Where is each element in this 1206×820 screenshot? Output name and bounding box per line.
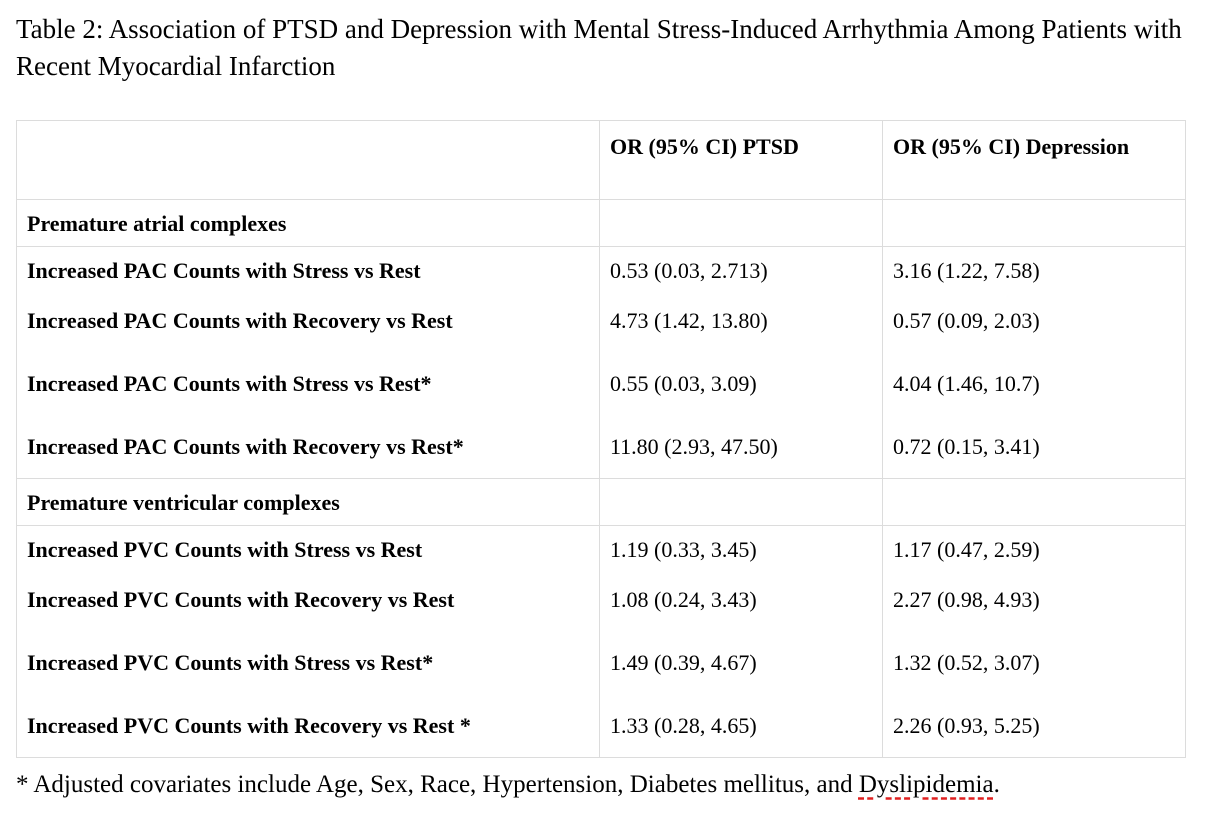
row-label: Increased PAC Counts with Recovery vs Re… [16,422,600,479]
table-row: Increased PAC Counts with Recovery vs Re… [16,296,1186,360]
section-empty-cell [599,478,883,526]
depression-value: 4.04 (1.46, 10.7) [882,359,1186,423]
ptsd-value: 4.73 (1.42, 13.80) [599,296,883,360]
table-header-row: OR (95% CI) PTSD OR (95% CI) Depression [16,120,1186,200]
table-row: Increased PAC Counts with Recovery vs Re… [16,422,1186,479]
row-label: Increased PVC Counts with Recovery vs Re… [16,701,600,758]
row-label: Increased PVC Counts with Recovery vs Re… [16,575,600,639]
depression-value: 0.57 (0.09, 2.03) [882,296,1186,360]
results-table: OR (95% CI) PTSD OR (95% CI) Depression … [16,120,1186,758]
table-footnote: * Adjusted covariates include Age, Sex, … [16,768,1000,802]
ptsd-value: 11.80 (2.93, 47.50) [599,422,883,479]
section-row: Premature ventricular complexes [16,478,1186,526]
section-title-pac: Premature atrial complexes [16,199,600,247]
spellcheck-flagged-word[interactable]: Dyslipidemia [858,771,994,798]
row-label: Increased PVC Counts with Stress vs Rest… [16,638,600,702]
table-caption: Table 2: Association of PTSD and Depress… [16,14,1182,81]
row-label: Increased PAC Counts with Recovery vs Re… [16,296,600,360]
header-cell-empty [16,120,600,200]
section-title-pvc: Premature ventricular complexes [16,478,600,526]
depression-value: 2.27 (0.98, 4.93) [882,575,1186,639]
section-empty-cell [882,478,1186,526]
footnote-end: . [993,771,1000,798]
table-row: Increased PAC Counts with Stress vs Rest… [16,246,1186,297]
ptsd-value: 0.55 (0.03, 3.09) [599,359,883,423]
table-row: Increased PAC Counts with Stress vs Rest… [16,359,1186,423]
ptsd-value: 1.33 (0.28, 4.65) [599,701,883,758]
depression-value: 3.16 (1.22, 7.58) [882,246,1186,297]
section-empty-cell [882,199,1186,247]
depression-value: 1.17 (0.47, 2.59) [882,525,1186,576]
section-empty-cell [599,199,883,247]
table-row: Increased PVC Counts with Recovery vs Re… [16,575,1186,639]
ptsd-value: 1.49 (0.39, 4.67) [599,638,883,702]
ptsd-value: 1.08 (0.24, 3.43) [599,575,883,639]
table-row: Increased PVC Counts with Recovery vs Re… [16,701,1186,758]
header-cell-ptsd: OR (95% CI) PTSD [599,120,883,200]
ptsd-value: 1.19 (0.33, 3.45) [599,525,883,576]
row-label: Increased PAC Counts with Stress vs Rest [16,246,600,297]
ptsd-value: 0.53 (0.03, 2.713) [599,246,883,297]
depression-value: 2.26 (0.93, 5.25) [882,701,1186,758]
section-row: Premature atrial complexes [16,199,1186,247]
header-cell-depression: OR (95% CI) Depression [882,120,1186,200]
table-row: Increased PVC Counts with Stress vs Rest… [16,638,1186,702]
row-label: Increased PVC Counts with Stress vs Rest [16,525,600,576]
footnote-text: * Adjusted covariates include Age, Sex, … [16,771,859,798]
depression-value: 0.72 (0.15, 3.41) [882,422,1186,479]
row-label: Increased PAC Counts with Stress vs Rest… [16,359,600,423]
depression-value: 1.32 (0.52, 3.07) [882,638,1186,702]
table-row: Increased PVC Counts with Stress vs Rest… [16,525,1186,576]
